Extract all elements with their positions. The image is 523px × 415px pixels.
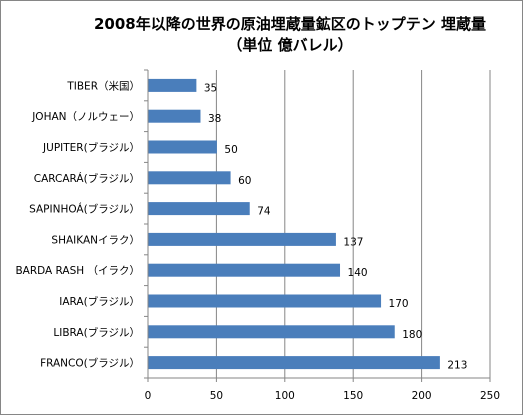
category-label: BARDA RASH （イラク） — [15, 265, 140, 277]
data-label: 213 — [447, 360, 467, 372]
category-label: CARCARÁ(ブラジル） — [34, 172, 140, 185]
data-label: 137 — [343, 236, 363, 248]
data-label: 140 — [348, 267, 368, 279]
bar — [148, 232, 336, 246]
bar — [148, 171, 231, 185]
category-label: IARA(ブラジル） — [59, 295, 140, 308]
category-label: LIBRA(ブラジル） — [53, 326, 140, 339]
bar — [148, 140, 217, 154]
x-tick-label: 0 — [145, 390, 152, 402]
category-label: JOHAN（ノルウェー） — [31, 111, 140, 123]
data-label: 60 — [238, 175, 251, 187]
chart-title-block: 2008年以降の世界の原油埋蔵量鉱区のトップテン 埋蔵量 （単位 億バレル） — [60, 14, 520, 56]
x-tick-label: 200 — [412, 390, 432, 402]
data-label: 35 — [204, 82, 217, 94]
category-label: SAPINHOÁ(ブラジル） — [29, 203, 140, 216]
bar — [148, 202, 250, 216]
chart-title: 2008年以降の世界の原油埋蔵量鉱区のトップテン 埋蔵量 — [94, 15, 486, 33]
category-label: JUPITER(ブラジル） — [42, 141, 140, 154]
bar — [148, 294, 382, 308]
data-label: 50 — [224, 144, 237, 156]
category-label: SHAIKANイラク） — [51, 234, 140, 246]
bar — [148, 356, 440, 370]
x-tick-label: 100 — [275, 390, 295, 402]
x-tick-label: 50 — [210, 390, 223, 402]
data-label: 38 — [208, 113, 221, 125]
data-label: 74 — [257, 206, 271, 218]
bar — [148, 325, 395, 339]
bar — [148, 263, 341, 277]
bar — [148, 78, 197, 92]
bar — [148, 109, 201, 123]
category-label: FRANCO(ブラジル） — [40, 357, 140, 370]
category-label: TIBER（米国） — [66, 79, 140, 92]
chart-subtitle: （単位 億バレル） — [227, 36, 353, 54]
data-label: 170 — [389, 298, 409, 310]
data-label: 180 — [402, 329, 422, 341]
x-tick-label: 250 — [480, 390, 500, 402]
x-tick-label: 150 — [343, 390, 363, 402]
